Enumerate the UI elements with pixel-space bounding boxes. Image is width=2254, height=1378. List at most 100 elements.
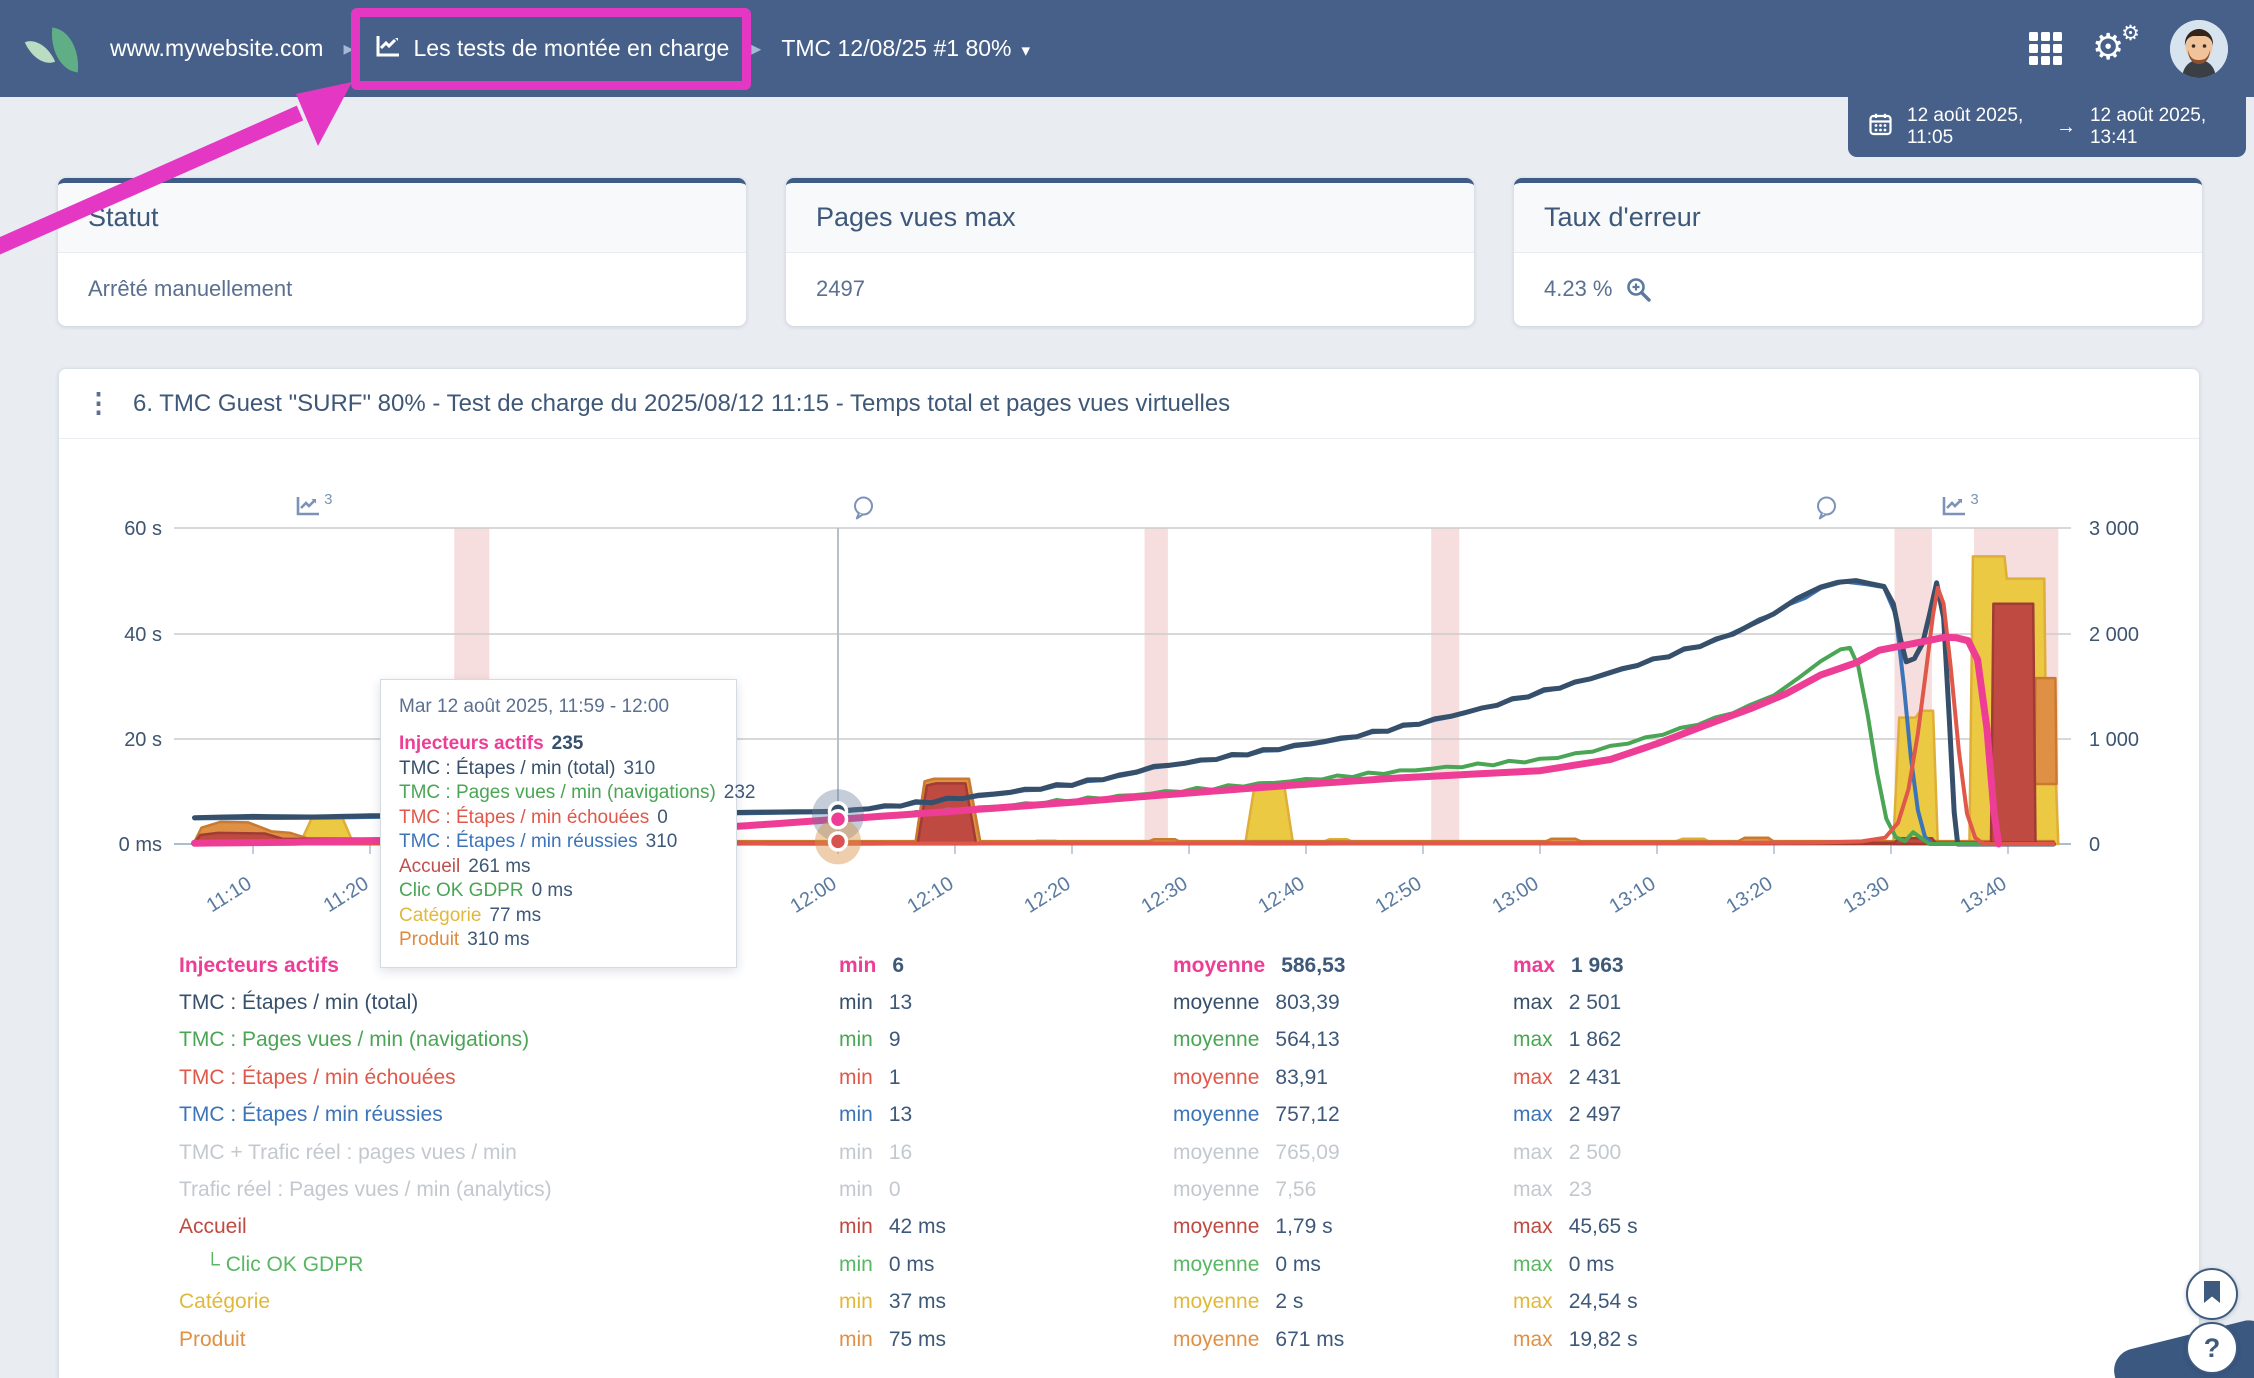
comment-bubble-icon[interactable] <box>1814 495 1839 520</box>
chevron-right-icon: ▸ <box>751 38 762 60</box>
legend-stat-min: min 75 ms <box>839 1327 947 1351</box>
svg-text:12:30: 12:30 <box>1138 873 1192 918</box>
legend-series-label[interactable]: Trafic réel : Pages vues / min (analytic… <box>179 1178 552 1202</box>
svg-text:12:50: 12:50 <box>1372 873 1426 918</box>
card-title: Pages vues max <box>786 183 1474 253</box>
date-range-end: 12 août 2025, 13:41 <box>2089 105 2207 148</box>
tooltip-row: TMC : Pages vues / min (navigations) 232 <box>399 782 756 803</box>
user-avatar[interactable] <box>2170 19 2228 78</box>
load-test-chart[interactable]: Mar 12 août 2025, 11:59 - 12:00 Injecteu… <box>59 439 2199 968</box>
zoom-in-icon[interactable] <box>1625 276 1652 303</box>
legend-stat-max: max 2 497 <box>1513 1103 1622 1127</box>
line-chart-icon <box>375 34 401 64</box>
legend-row: Injecteurs actifs min 6 moyenne 586,53 max 1 9… <box>59 947 2199 984</box>
top-navbar: www.mywebsite.com ▸ Les tests de montée … <box>0 0 2254 97</box>
kebab-menu-icon[interactable]: ⋮ <box>85 388 112 418</box>
svg-text:13:30: 13:30 <box>1840 873 1894 918</box>
caret-down-icon: ▾ <box>1021 41 1031 60</box>
legend-stat-max: max 1 963 <box>1513 953 1624 977</box>
legend-series-label[interactable]: TMC : Étapes / min (total) <box>179 991 419 1015</box>
breadcrumb-site[interactable]: www.mywebsite.com <box>110 35 324 61</box>
legend-stat-min: min 0 <box>839 1178 901 1202</box>
chart-annotation-icon[interactable]: 3 <box>1941 491 1979 517</box>
legend-stat-min: min 13 <box>839 1103 913 1127</box>
breadcrumb: www.mywebsite.com ▸ Les tests de montée … <box>110 7 1031 90</box>
svg-text:13:00: 13:00 <box>1489 873 1543 918</box>
legend-series-label[interactable]: TMC : Pages vues / min (navigations) <box>179 1028 530 1052</box>
svg-text:0: 0 <box>2089 834 2100 856</box>
legend-stat-max: max 0 ms <box>1513 1252 1615 1276</box>
chart-annotation-icon[interactable]: 3 <box>295 491 333 517</box>
legend-row: Accueil min 42 ms moyenne 1,79 s max 45,65 s <box>59 1209 2199 1246</box>
date-range-picker[interactable]: 12 août 2025, 11:05 → 12 août 2025, 13:4… <box>1848 97 2246 157</box>
svg-text:12:10: 12:10 <box>904 873 958 918</box>
legend-row: TMC : Étapes / min réussies min 13 moyenne 7… <box>59 1097 2199 1134</box>
legend-series-label[interactable]: └ Clic OK GDPR <box>205 1252 364 1276</box>
tooltip-row: Produit 310 ms <box>399 929 530 950</box>
question-mark-icon: ? <box>2203 1332 2221 1363</box>
legend-stat-max: max 2 431 <box>1513 1065 1622 1089</box>
card-statut: Statut Arrêté manuellement <box>58 178 746 326</box>
chart-panel: ⋮ 6. TMC Guest "SURF" 80% - Test de char… <box>58 368 2200 1378</box>
legend-row: TMC + Trafic réel : pages vues / min min 1… <box>59 1134 2199 1171</box>
legend-stat-moyenne: moyenne 83,91 <box>1173 1065 1328 1089</box>
svg-text:60 s: 60 s <box>124 518 162 540</box>
legend-stat-max: max 45,65 s <box>1513 1215 1638 1239</box>
legend-stat-moyenne: moyenne 0 ms <box>1173 1252 1321 1276</box>
legend-series-label[interactable]: Injecteurs actifs <box>179 953 339 977</box>
legend-series-label[interactable]: Accueil <box>179 1215 247 1239</box>
svg-text:13:40: 13:40 <box>1957 873 2011 918</box>
tooltip-row: TMC : Étapes / min réussies 310 <box>399 831 678 852</box>
tooltip-row: TMC : Étapes / min échouées 0 <box>399 806 668 828</box>
legend-stat-moyenne: moyenne 564,13 <box>1173 1028 1340 1052</box>
logo-leaf-icon <box>24 33 56 70</box>
legend-stat-min: min 13 <box>839 991 913 1015</box>
legend-stat-max: max 23 <box>1513 1178 1593 1202</box>
svg-text:40 s: 40 s <box>124 624 162 646</box>
svg-text:12:40: 12:40 <box>1255 873 1309 918</box>
card-value: Arrêté manuellement <box>88 276 293 301</box>
help-button[interactable]: ? <box>2186 1322 2238 1374</box>
legend-stat-moyenne: moyenne 586,53 <box>1173 953 1346 977</box>
svg-text:11:20: 11:20 <box>320 873 373 917</box>
tooltip-row: Accueil 261 ms <box>399 855 531 877</box>
legend-stat-moyenne: moyenne 1,79 s <box>1173 1215 1333 1239</box>
svg-text:2 000: 2 000 <box>2089 624 2139 646</box>
breadcrumb-load-tests-label: Les tests de montée en charge <box>413 35 730 61</box>
tooltip-row: Clic OK GDPR 0 ms <box>399 880 573 901</box>
breadcrumb-test-run-dropdown[interactable]: TMC 12/08/25 #1 80% ▾ <box>781 35 1031 61</box>
apps-grid-icon[interactable] <box>2029 32 2062 65</box>
legend-stat-min: min 16 <box>839 1140 913 1164</box>
legend-stat-moyenne: moyenne 757,12 <box>1173 1103 1340 1127</box>
card-pages-vues-max: Pages vues max 2497 <box>786 178 1474 326</box>
legend-series-label[interactable]: Catégorie <box>179 1290 271 1314</box>
legend-stat-min: min 6 <box>839 953 905 977</box>
settings-gears-icon[interactable]: ⚙ ⚙ <box>2092 21 2140 67</box>
chevron-right-icon: ▸ <box>343 38 354 60</box>
legend-stat-min: min 42 ms <box>839 1215 947 1239</box>
legend-stat-min: min 0 ms <box>839 1252 935 1276</box>
tooltip-row: Injecteurs actifs 235 <box>399 733 584 754</box>
legend-series-label[interactable]: TMC : Étapes / min échouées <box>179 1065 456 1089</box>
card-value: 4.23 % <box>1544 276 1613 301</box>
breadcrumb-load-tests[interactable]: Les tests de montée en charge <box>351 7 752 90</box>
calendar-icon <box>1868 112 1893 143</box>
chart-legend: Injecteurs actifs min 6 moyenne 586,53 max 1 9… <box>59 947 2199 1358</box>
tooltip-row: Catégorie 77 ms <box>399 904 542 926</box>
svg-text:0 ms: 0 ms <box>119 834 162 856</box>
legend-stat-moyenne: moyenne 2 s <box>1173 1290 1304 1314</box>
logo-leaf-icon <box>47 27 83 72</box>
app-logo[interactable] <box>24 21 88 77</box>
legend-row: TMC : Étapes / min échouées min 1 moyenne 83… <box>59 1059 2199 1096</box>
bookmark-button[interactable] <box>2186 1268 2238 1320</box>
legend-stat-min: min 37 ms <box>839 1290 947 1314</box>
legend-series-label[interactable]: Produit <box>179 1327 246 1351</box>
legend-series-label[interactable]: TMC + Trafic réel : pages vues / min <box>179 1140 517 1164</box>
legend-stat-max: max 24,54 s <box>1513 1290 1638 1314</box>
card-taux-erreur: Taux d'erreur 4.23 % <box>1514 178 2202 326</box>
card-title: Statut <box>58 183 746 253</box>
comment-bubble-icon[interactable] <box>851 495 876 520</box>
svg-text:13:10: 13:10 <box>1606 873 1660 918</box>
legend-series-label[interactable]: TMC : Étapes / min réussies <box>179 1103 443 1127</box>
svg-text:12:20: 12:20 <box>1021 873 1075 918</box>
